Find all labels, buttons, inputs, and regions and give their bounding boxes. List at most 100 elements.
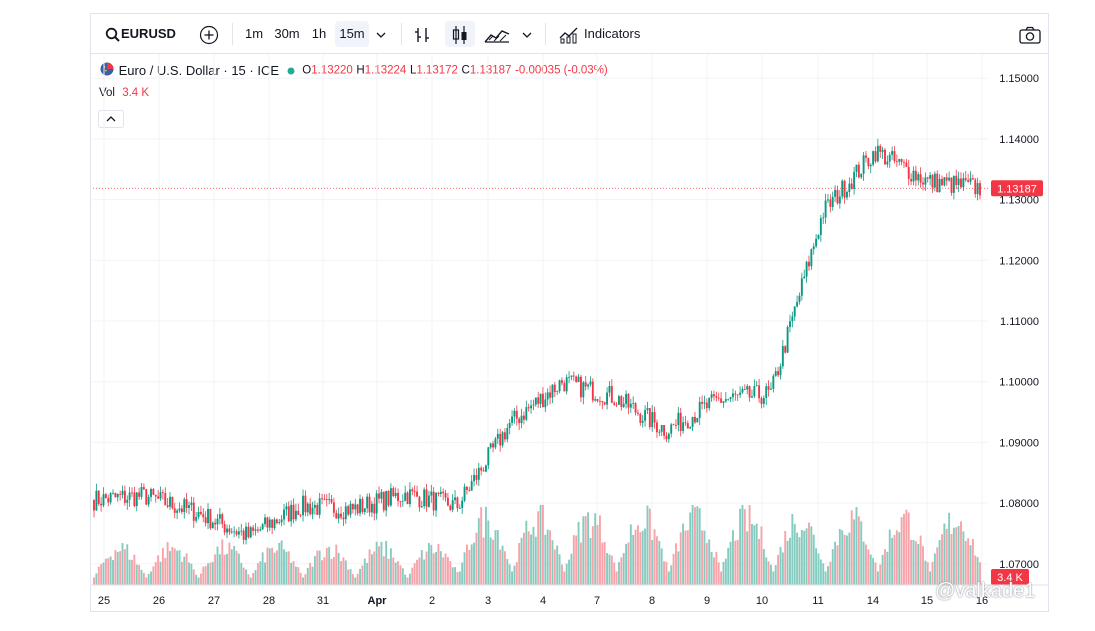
interval-30m[interactable]: 30m <box>274 26 300 41</box>
candle-body <box>197 511 200 517</box>
x-tick-label: 26 <box>153 595 165 607</box>
candle-body <box>463 486 466 501</box>
volume-bar <box>292 561 295 585</box>
candle-body <box>670 424 673 434</box>
candle-body <box>178 508 181 511</box>
candle-body <box>218 514 221 519</box>
candle-body <box>838 196 841 204</box>
volume-value: 3.4 K <box>122 87 150 99</box>
volume-bar <box>107 558 110 585</box>
x-tick-label: Apr <box>368 595 388 607</box>
candle-body <box>836 189 839 204</box>
volume-bar <box>672 553 675 585</box>
camera-icon[interactable] <box>1017 21 1043 47</box>
volume-bar <box>743 509 746 585</box>
price-chart[interactable]: 1.13187 3.4 K 1.15000 1.14000 1.13000 1.12000… <box>91 14 1049 612</box>
volume-bar <box>551 540 554 585</box>
candle-body <box>370 503 373 513</box>
candle-body <box>401 500 404 502</box>
volume-bar <box>145 577 148 585</box>
y-tick-label: 1.14000 <box>999 134 1039 146</box>
volume-bar <box>392 557 395 585</box>
candle-body <box>796 302 799 307</box>
volume-bar <box>311 566 314 585</box>
candle-body <box>886 161 889 165</box>
y-axis[interactable]: 1.15000 1.14000 1.13000 1.12000 1.11000 1.100… <box>999 73 1039 571</box>
add-symbol-icon[interactable] <box>195 21 223 47</box>
area-style-icon[interactable] <box>481 21 513 47</box>
candle-body <box>606 392 609 405</box>
candle-body <box>385 490 388 511</box>
candle-body <box>152 489 155 495</box>
candle-body <box>513 410 516 417</box>
candle-body <box>408 489 411 505</box>
candle-body <box>128 492 131 500</box>
x-axis[interactable]: 25 26 27 28 31 Apr 2 3 4 7 8 9 10 11 14 15 16 <box>98 595 988 607</box>
volume-bar <box>273 552 276 585</box>
candle-body <box>798 295 801 303</box>
volume-bar <box>969 545 972 585</box>
volume-bar <box>960 521 962 585</box>
candles-style-icon[interactable] <box>445 21 475 47</box>
candle-body <box>150 489 152 497</box>
interval-1h[interactable]: 1h <box>311 26 327 41</box>
interval-1m[interactable]: 1m <box>244 26 264 41</box>
candle-body <box>803 276 806 279</box>
symbol-search-button[interactable]: EURUSD <box>121 26 176 41</box>
volume-bar <box>675 543 677 585</box>
volume-bar <box>677 551 680 585</box>
volume-bar <box>530 534 533 585</box>
volume-bar <box>354 577 357 585</box>
interval-15m[interactable]: 15m <box>335 21 369 47</box>
candle-body <box>800 278 803 296</box>
volume-bar <box>119 551 122 585</box>
candle-body <box>140 487 143 497</box>
candles <box>93 138 981 545</box>
candle-body <box>442 491 445 494</box>
volume-bar <box>703 530 706 585</box>
candle-body <box>309 503 312 515</box>
volume-bar <box>489 537 492 585</box>
candle-body <box>420 506 423 508</box>
volume-bar <box>929 571 932 585</box>
volume-bar <box>501 545 504 585</box>
x-tick-label: 28 <box>263 595 275 607</box>
chevron-down-icon[interactable] <box>517 21 537 47</box>
candle-body <box>872 151 875 165</box>
candle-body <box>774 371 777 376</box>
indicators-icon[interactable] <box>557 21 581 47</box>
volume-bar <box>275 550 278 585</box>
volume-bar <box>632 534 635 585</box>
volume-bar <box>245 569 247 585</box>
candle-body <box>907 166 910 179</box>
bar-style-icon[interactable] <box>409 21 435 47</box>
candle-body <box>142 487 145 490</box>
indicators-button[interactable]: Indicators <box>584 26 641 41</box>
volume-bar <box>332 557 335 585</box>
volume-bar <box>682 523 685 585</box>
chevron-down-icon[interactable] <box>371 21 391 47</box>
change-value: -0.00035 (-0.03%) <box>515 64 608 77</box>
volume-bar <box>473 542 476 585</box>
candle-body <box>560 380 563 384</box>
volume-bar <box>900 517 903 585</box>
candle-body <box>359 498 361 514</box>
candle-body <box>228 528 231 533</box>
volume-bar <box>805 528 808 585</box>
candle-body <box>261 524 264 530</box>
candle-body <box>724 399 727 402</box>
search-icon[interactable] <box>101 21 125 47</box>
volume-bar <box>570 553 573 585</box>
volume-bar <box>686 530 689 585</box>
candle-body <box>893 151 896 162</box>
candle-body <box>444 493 447 498</box>
y-tick-label: 1.11000 <box>1000 316 1039 328</box>
volume-bar <box>812 534 815 585</box>
candle-body <box>931 175 934 188</box>
candle-body <box>786 327 789 353</box>
candle-body <box>306 503 309 513</box>
x-tick-label: 25 <box>98 595 110 607</box>
volume-bar <box>931 561 934 585</box>
volume-bar <box>541 505 544 585</box>
volume-bar <box>860 521 863 585</box>
